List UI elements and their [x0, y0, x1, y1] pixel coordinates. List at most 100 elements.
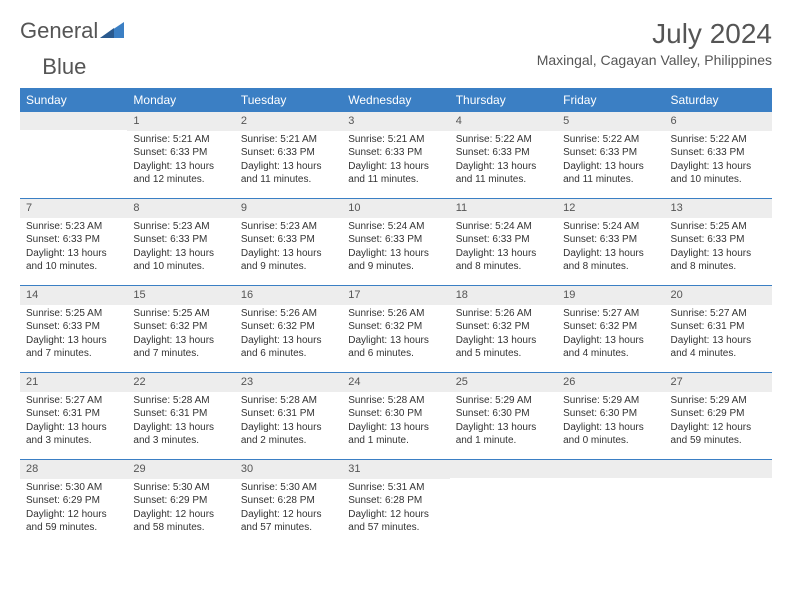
sunrise-text: Sunrise: 5:27 AM: [563, 307, 658, 321]
daylight-text: Daylight: 13 hours and 3 minutes.: [26, 421, 121, 448]
day-number: 22: [127, 373, 234, 392]
day-number: 21: [20, 373, 127, 392]
day-number: 16: [235, 286, 342, 305]
sunset-text: Sunset: 6:31 PM: [26, 407, 121, 421]
weekday-thursday: Thursday: [450, 88, 557, 112]
day-body: [450, 478, 557, 538]
day-body: [665, 478, 772, 538]
sunrise-text: Sunrise: 5:28 AM: [133, 394, 228, 408]
daylight-text: Daylight: 13 hours and 9 minutes.: [241, 247, 336, 274]
daylight-text: Daylight: 13 hours and 6 minutes.: [348, 334, 443, 361]
day-number: 29: [127, 460, 234, 479]
weekday-wednesday: Wednesday: [342, 88, 449, 112]
day-body: Sunrise: 5:27 AMSunset: 6:31 PMDaylight:…: [665, 305, 772, 367]
calendar-day: 2Sunrise: 5:21 AMSunset: 6:33 PMDaylight…: [235, 112, 342, 198]
sunset-text: Sunset: 6:29 PM: [671, 407, 766, 421]
day-number: 6: [665, 112, 772, 131]
sunset-text: Sunset: 6:33 PM: [348, 146, 443, 160]
sunset-text: Sunset: 6:32 PM: [241, 320, 336, 334]
calendar-week: 28Sunrise: 5:30 AMSunset: 6:29 PMDayligh…: [20, 460, 772, 546]
day-number: 2: [235, 112, 342, 131]
calendar-day: 11Sunrise: 5:24 AMSunset: 6:33 PMDayligh…: [450, 199, 557, 285]
sunrise-text: Sunrise: 5:24 AM: [456, 220, 551, 234]
day-number: 3: [342, 112, 449, 131]
calendar-day: 1Sunrise: 5:21 AMSunset: 6:33 PMDaylight…: [127, 112, 234, 198]
calendar-day: 12Sunrise: 5:24 AMSunset: 6:33 PMDayligh…: [557, 199, 664, 285]
sunset-text: Sunset: 6:33 PM: [26, 320, 121, 334]
weekday-tuesday: Tuesday: [235, 88, 342, 112]
day-body: Sunrise: 5:24 AMSunset: 6:33 PMDaylight:…: [342, 218, 449, 280]
daylight-text: Daylight: 13 hours and 11 minutes.: [241, 160, 336, 187]
day-body: Sunrise: 5:28 AMSunset: 6:30 PMDaylight:…: [342, 392, 449, 454]
day-body: Sunrise: 5:25 AMSunset: 6:33 PMDaylight:…: [665, 218, 772, 280]
day-number: 17: [342, 286, 449, 305]
calendar-day: 23Sunrise: 5:28 AMSunset: 6:31 PMDayligh…: [235, 373, 342, 459]
sunset-text: Sunset: 6:33 PM: [348, 233, 443, 247]
daylight-text: Daylight: 12 hours and 58 minutes.: [133, 508, 228, 535]
sunrise-text: Sunrise: 5:29 AM: [563, 394, 658, 408]
day-number: 1: [127, 112, 234, 131]
sunset-text: Sunset: 6:33 PM: [241, 233, 336, 247]
day-number: 18: [450, 286, 557, 305]
daylight-text: Daylight: 13 hours and 12 minutes.: [133, 160, 228, 187]
day-body: Sunrise: 5:29 AMSunset: 6:30 PMDaylight:…: [450, 392, 557, 454]
calendar-day: 13Sunrise: 5:25 AMSunset: 6:33 PMDayligh…: [665, 199, 772, 285]
day-number: 11: [450, 199, 557, 218]
calendar-day: 17Sunrise: 5:26 AMSunset: 6:32 PMDayligh…: [342, 286, 449, 372]
day-number: 7: [20, 199, 127, 218]
weekday-sunday: Sunday: [20, 88, 127, 112]
calendar-header-row: Sunday Monday Tuesday Wednesday Thursday…: [20, 88, 772, 112]
calendar-day: 9Sunrise: 5:23 AMSunset: 6:33 PMDaylight…: [235, 199, 342, 285]
sunrise-text: Sunrise: 5:22 AM: [563, 133, 658, 147]
calendar-week: 21Sunrise: 5:27 AMSunset: 6:31 PMDayligh…: [20, 373, 772, 460]
sunset-text: Sunset: 6:33 PM: [563, 233, 658, 247]
sunrise-text: Sunrise: 5:26 AM: [456, 307, 551, 321]
calendar-day: [665, 460, 772, 546]
calendar-day: 5Sunrise: 5:22 AMSunset: 6:33 PMDaylight…: [557, 112, 664, 198]
sunset-text: Sunset: 6:32 PM: [456, 320, 551, 334]
calendar-day: 4Sunrise: 5:22 AMSunset: 6:33 PMDaylight…: [450, 112, 557, 198]
weekday-friday: Friday: [557, 88, 664, 112]
calendar-day: [450, 460, 557, 546]
sunrise-text: Sunrise: 5:27 AM: [26, 394, 121, 408]
day-number: 8: [127, 199, 234, 218]
title-block: July 2024 Maxingal, Cagayan Valley, Phil…: [537, 18, 772, 68]
sunrise-text: Sunrise: 5:23 AM: [241, 220, 336, 234]
daylight-text: Daylight: 13 hours and 6 minutes.: [241, 334, 336, 361]
day-body: Sunrise: 5:28 AMSunset: 6:31 PMDaylight:…: [127, 392, 234, 454]
day-number: [20, 112, 127, 130]
sunset-text: Sunset: 6:33 PM: [133, 146, 228, 160]
day-body: Sunrise: 5:29 AMSunset: 6:29 PMDaylight:…: [665, 392, 772, 454]
calendar-day: 28Sunrise: 5:30 AMSunset: 6:29 PMDayligh…: [20, 460, 127, 546]
sunrise-text: Sunrise: 5:29 AM: [456, 394, 551, 408]
weekday-saturday: Saturday: [665, 88, 772, 112]
sunrise-text: Sunrise: 5:25 AM: [133, 307, 228, 321]
day-body: Sunrise: 5:27 AMSunset: 6:31 PMDaylight:…: [20, 392, 127, 454]
sunrise-text: Sunrise: 5:26 AM: [241, 307, 336, 321]
month-title: July 2024: [537, 18, 772, 50]
day-body: Sunrise: 5:25 AMSunset: 6:33 PMDaylight:…: [20, 305, 127, 367]
daylight-text: Daylight: 12 hours and 59 minutes.: [26, 508, 121, 535]
calendar-day: 16Sunrise: 5:26 AMSunset: 6:32 PMDayligh…: [235, 286, 342, 372]
calendar-day: 3Sunrise: 5:21 AMSunset: 6:33 PMDaylight…: [342, 112, 449, 198]
day-number: 26: [557, 373, 664, 392]
sunset-text: Sunset: 6:32 PM: [563, 320, 658, 334]
day-body: Sunrise: 5:24 AMSunset: 6:33 PMDaylight:…: [450, 218, 557, 280]
day-body: Sunrise: 5:26 AMSunset: 6:32 PMDaylight:…: [342, 305, 449, 367]
sunrise-text: Sunrise: 5:26 AM: [348, 307, 443, 321]
calendar-week: 7Sunrise: 5:23 AMSunset: 6:33 PMDaylight…: [20, 199, 772, 286]
calendar-day: 8Sunrise: 5:23 AMSunset: 6:33 PMDaylight…: [127, 199, 234, 285]
day-body: Sunrise: 5:26 AMSunset: 6:32 PMDaylight:…: [235, 305, 342, 367]
day-number: 24: [342, 373, 449, 392]
daylight-text: Daylight: 13 hours and 8 minutes.: [563, 247, 658, 274]
calendar-day: 7Sunrise: 5:23 AMSunset: 6:33 PMDaylight…: [20, 199, 127, 285]
calendar-day: 21Sunrise: 5:27 AMSunset: 6:31 PMDayligh…: [20, 373, 127, 459]
day-body: Sunrise: 5:31 AMSunset: 6:28 PMDaylight:…: [342, 479, 449, 541]
day-body: Sunrise: 5:21 AMSunset: 6:33 PMDaylight:…: [235, 131, 342, 193]
daylight-text: Daylight: 13 hours and 10 minutes.: [671, 160, 766, 187]
calendar-day: 10Sunrise: 5:24 AMSunset: 6:33 PMDayligh…: [342, 199, 449, 285]
day-body: Sunrise: 5:29 AMSunset: 6:30 PMDaylight:…: [557, 392, 664, 454]
day-body: Sunrise: 5:23 AMSunset: 6:33 PMDaylight:…: [127, 218, 234, 280]
day-body: Sunrise: 5:21 AMSunset: 6:33 PMDaylight:…: [127, 131, 234, 193]
daylight-text: Daylight: 13 hours and 11 minutes.: [348, 160, 443, 187]
